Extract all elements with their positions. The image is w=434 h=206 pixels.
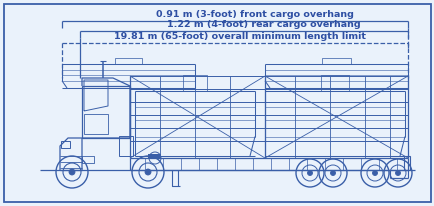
Text: 1.22 m (4-foot) rear cargo overhang: 1.22 m (4-foot) rear cargo overhang <box>167 20 360 29</box>
Circle shape <box>69 169 75 175</box>
Circle shape <box>372 171 377 176</box>
Bar <box>148 154 160 158</box>
Bar <box>82 86 130 138</box>
Bar <box>320 75 348 91</box>
Circle shape <box>307 171 312 176</box>
Bar <box>322 58 350 64</box>
Circle shape <box>395 171 400 176</box>
Bar <box>84 114 108 134</box>
Bar <box>115 58 141 64</box>
Circle shape <box>145 169 151 175</box>
Bar <box>61 141 70 148</box>
Text: 19.81 m (65-foot) overall minimum length limit: 19.81 m (65-foot) overall minimum length… <box>114 32 365 41</box>
Bar <box>183 75 207 91</box>
Text: 0.91 m (3-foot) front cargo overhang: 0.91 m (3-foot) front cargo overhang <box>156 10 353 19</box>
Bar <box>119 136 133 156</box>
Circle shape <box>330 171 335 176</box>
Bar <box>403 156 409 170</box>
